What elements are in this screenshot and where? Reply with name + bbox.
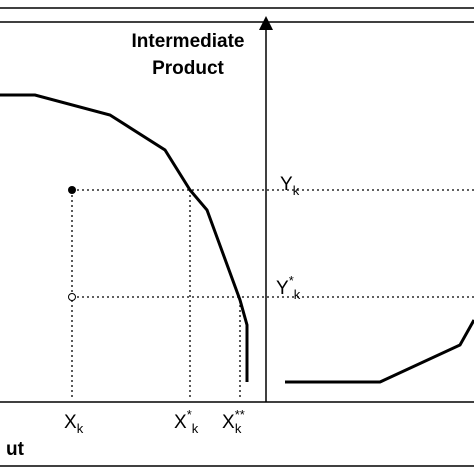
x-label: Xk (64, 412, 84, 436)
label-sup: * (289, 273, 294, 288)
corner-label: ut (6, 439, 25, 460)
x-label: X*k (174, 407, 199, 436)
open-point (68, 293, 76, 301)
label-sup: ** (235, 407, 245, 422)
label-sub: k (77, 421, 84, 436)
axis-title-line: Product (152, 58, 224, 79)
label-sub: k (235, 421, 242, 436)
label-base: Y (280, 174, 293, 195)
label-sub: k (192, 421, 199, 436)
filled-point (68, 186, 76, 194)
label-base: Y (276, 278, 289, 299)
label-sub: k (293, 183, 300, 198)
label-base: X (64, 412, 77, 433)
label-base: X (174, 412, 187, 433)
label-sub: k (294, 287, 301, 302)
axis-title-line: Intermediate (132, 31, 245, 52)
y-label: Yk (280, 174, 300, 198)
y-label: Y*k (276, 273, 301, 302)
label-base: X (222, 412, 235, 433)
axis-arrow (259, 16, 273, 30)
label-sup: * (187, 407, 192, 422)
right-curve (285, 319, 474, 384)
x-label: X** k (222, 407, 245, 436)
